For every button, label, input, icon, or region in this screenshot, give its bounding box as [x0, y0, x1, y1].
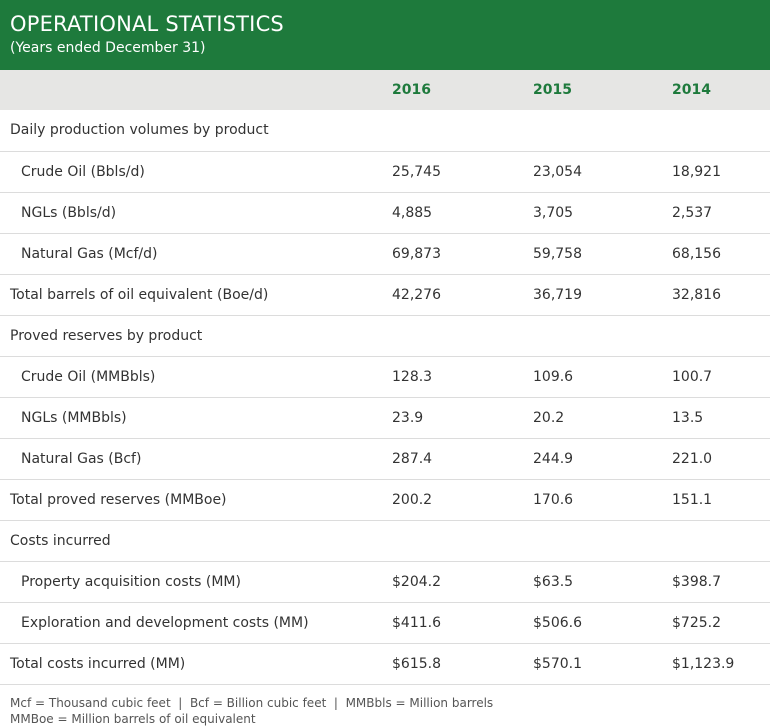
- row-label: Daily production volumes by product: [0, 110, 381, 152]
- cell-2014: [661, 315, 770, 357]
- table-row: Total costs incurred (MM) $615.8 $570.1 …: [0, 643, 770, 685]
- cell-2015: 3,705: [522, 192, 661, 234]
- cell-2016: 69,873: [381, 233, 522, 275]
- page-title: OPERATIONAL STATISTICS: [10, 12, 284, 36]
- cell-2016: $615.8: [381, 643, 522, 685]
- cell-2014: 18,921: [661, 151, 770, 193]
- statistics-table: 2016 2015 2014 Daily production volumes …: [0, 70, 770, 685]
- cell-2014: 221.0: [661, 438, 770, 480]
- cell-2016: [381, 520, 522, 562]
- table-row: Natural Gas (Mcf/d) 69,873 59,758 68,156: [0, 233, 770, 275]
- table-row: Exploration and development costs (MM) $…: [0, 602, 770, 644]
- cell-2016: [381, 110, 522, 152]
- cell-2016: 25,745: [381, 151, 522, 193]
- page-subtitle: (Years ended December 31): [10, 40, 206, 56]
- cell-2014: 13.5: [661, 397, 770, 439]
- column-header-2016: 2016: [392, 82, 431, 98]
- table-row: Total proved reserves (MMBoe) 200.2 170.…: [0, 479, 770, 521]
- column-header-2014: 2014: [672, 82, 711, 98]
- cell-2015: [522, 520, 661, 562]
- footnote-line-1: Mcf = Thousand cubic feet | Bcf = Billio…: [10, 695, 494, 710]
- cell-2014: $725.2: [661, 602, 770, 644]
- table-row: Costs incurred: [0, 520, 770, 562]
- cell-2015: [522, 110, 661, 152]
- row-label: NGLs (MMBbls): [0, 397, 381, 439]
- cell-2015: 170.6: [522, 479, 661, 521]
- cell-2014: 151.1: [661, 479, 770, 521]
- table-row: NGLs (MMBbls) 23.9 20.2 13.5: [0, 397, 770, 439]
- table-row: Property acquisition costs (MM) $204.2 $…: [0, 561, 770, 603]
- cell-2015: $63.5: [522, 561, 661, 603]
- cell-2015: $506.6: [522, 602, 661, 644]
- row-label: Proved reserves by product: [0, 315, 381, 357]
- cell-2014: 68,156: [661, 233, 770, 275]
- footnote-line-2: MMBoe = Million barrels of oil equivalen…: [10, 711, 256, 726]
- cell-2015: [522, 315, 661, 357]
- row-label: Costs incurred: [0, 520, 381, 562]
- cell-2016: 42,276: [381, 274, 522, 316]
- column-header-2015: 2015: [533, 82, 572, 98]
- cell-2014: 100.7: [661, 356, 770, 398]
- cell-2016: 200.2: [381, 479, 522, 521]
- cell-2015: $570.1: [522, 643, 661, 685]
- row-label: Crude Oil (MMBbls): [0, 356, 381, 398]
- table-row: Crude Oil (Bbls/d) 25,745 23,054 18,921: [0, 151, 770, 193]
- cell-2014: 32,816: [661, 274, 770, 316]
- cell-2015: 23,054: [522, 151, 661, 193]
- cell-2016: 128.3: [381, 356, 522, 398]
- cell-2015: 109.6: [522, 356, 661, 398]
- cell-2016: 287.4: [381, 438, 522, 480]
- cell-2014: [661, 110, 770, 152]
- cell-2015: 20.2: [522, 397, 661, 439]
- table-row: Crude Oil (MMBbls) 128.3 109.6 100.7: [0, 356, 770, 398]
- row-label: Property acquisition costs (MM): [0, 561, 381, 603]
- table-header-row: 2016 2015 2014: [0, 70, 770, 110]
- row-label: Crude Oil (Bbls/d): [0, 151, 381, 193]
- cell-2015: 59,758: [522, 233, 661, 275]
- cell-2016: $411.6: [381, 602, 522, 644]
- table-row: Total barrels of oil equivalent (Boe/d) …: [0, 274, 770, 316]
- cell-2016: 23.9: [381, 397, 522, 439]
- cell-2016: $204.2: [381, 561, 522, 603]
- cell-2016: 4,885: [381, 192, 522, 234]
- cell-2014: $1,123.9: [661, 643, 770, 685]
- cell-2015: 244.9: [522, 438, 661, 480]
- row-label: Total barrels of oil equivalent (Boe/d): [0, 274, 381, 316]
- row-label: Natural Gas (Mcf/d): [0, 233, 381, 275]
- cell-2014: 2,537: [661, 192, 770, 234]
- row-label: Natural Gas (Bcf): [0, 438, 381, 480]
- column-header-label: [0, 70, 381, 110]
- row-label: Exploration and development costs (MM): [0, 602, 381, 644]
- row-label: NGLs (Bbls/d): [0, 192, 381, 234]
- cell-2014: [661, 520, 770, 562]
- cell-2015: 36,719: [522, 274, 661, 316]
- cell-2016: [381, 315, 522, 357]
- row-label: Total costs incurred (MM): [0, 643, 381, 685]
- report-header: OPERATIONAL STATISTICS (Years ended Dece…: [0, 0, 770, 70]
- table-row: Proved reserves by product: [0, 315, 770, 357]
- footnote: Mcf = Thousand cubic feet | Bcf = Billio…: [0, 685, 770, 727]
- table-row: NGLs (Bbls/d) 4,885 3,705 2,537: [0, 192, 770, 234]
- row-label: Total proved reserves (MMBoe): [0, 479, 381, 521]
- table-row: Natural Gas (Bcf) 287.4 244.9 221.0: [0, 438, 770, 480]
- cell-2014: $398.7: [661, 561, 770, 603]
- table-row: Daily production volumes by product: [0, 110, 770, 152]
